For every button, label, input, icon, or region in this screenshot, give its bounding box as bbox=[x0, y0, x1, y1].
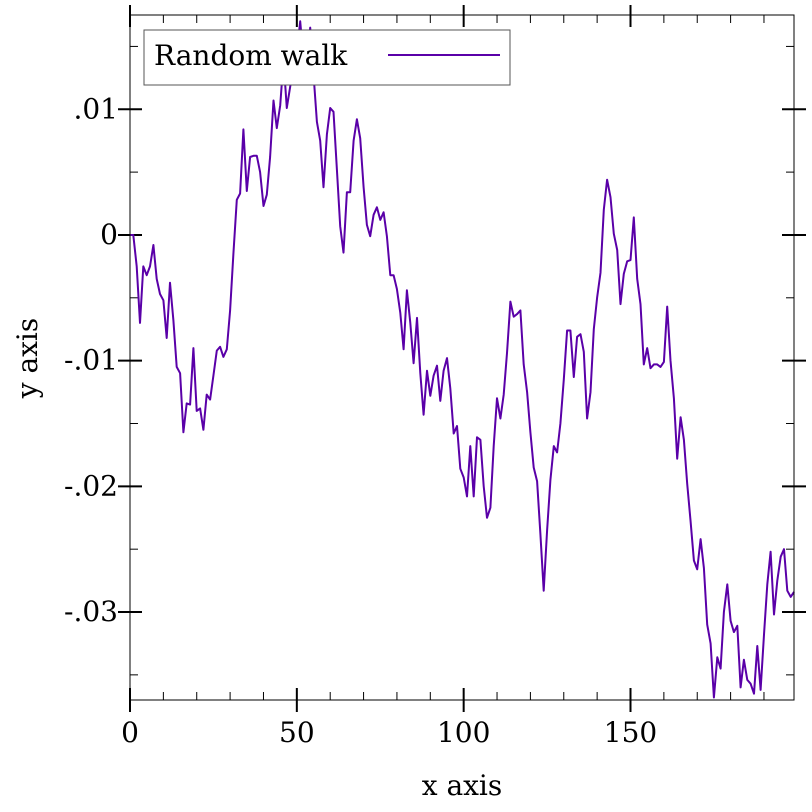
series-layer bbox=[130, 20, 795, 699]
y-tick-label: .01 bbox=[73, 92, 118, 125]
y-tick-label: -.01 bbox=[64, 344, 118, 377]
y-tick-label: -.03 bbox=[64, 595, 118, 628]
y-tick-label: 0 bbox=[100, 218, 118, 251]
x-axis-title: x axis bbox=[422, 769, 503, 802]
legend-box bbox=[143, 29, 511, 86]
x-tick-label: 150 bbox=[604, 716, 657, 749]
legend: Random walk bbox=[143, 29, 511, 86]
legend-label: Random walk bbox=[154, 39, 348, 72]
y-axis-title: y axis bbox=[11, 318, 44, 400]
plot-frame bbox=[129, 14, 795, 701]
y-tick-label: -.02 bbox=[64, 469, 118, 502]
x-tick-label: 50 bbox=[279, 716, 315, 749]
series-line-random-walk bbox=[130, 20, 795, 699]
x-tick-label: 0 bbox=[121, 716, 139, 749]
labels-layer: 0 50 100 150 .01 0 -.01 -.02 -.03 bbox=[64, 92, 657, 749]
x-tick-label: 100 bbox=[437, 716, 490, 749]
